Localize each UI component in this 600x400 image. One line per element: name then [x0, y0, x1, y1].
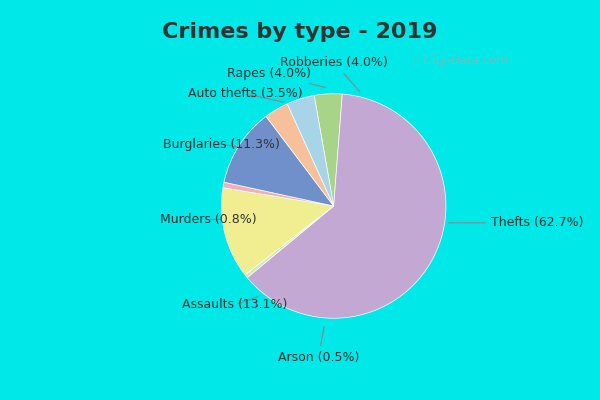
Text: Burglaries (11.3%): Burglaries (11.3%) — [163, 138, 280, 151]
Text: Crimes by type - 2019: Crimes by type - 2019 — [163, 22, 437, 42]
Text: Assaults (13.1%): Assaults (13.1%) — [182, 297, 287, 311]
Wedge shape — [314, 94, 343, 206]
Text: Murders (0.8%): Murders (0.8%) — [160, 213, 256, 226]
Text: Robberies (4.0%): Robberies (4.0%) — [280, 56, 388, 92]
Wedge shape — [247, 94, 446, 318]
Text: Auto thefts (3.5%): Auto thefts (3.5%) — [188, 87, 302, 102]
Wedge shape — [223, 182, 334, 206]
Wedge shape — [287, 96, 334, 206]
Text: Rapes (4.0%): Rapes (4.0%) — [227, 67, 325, 88]
Wedge shape — [221, 188, 334, 275]
Text: Arson (0.5%): Arson (0.5%) — [278, 326, 359, 364]
Text: ⓘ City-Data.com: ⓘ City-Data.com — [413, 54, 508, 68]
Wedge shape — [245, 206, 334, 278]
Wedge shape — [266, 104, 334, 206]
Text: Thefts (62.7%): Thefts (62.7%) — [449, 216, 583, 229]
Wedge shape — [224, 116, 334, 206]
